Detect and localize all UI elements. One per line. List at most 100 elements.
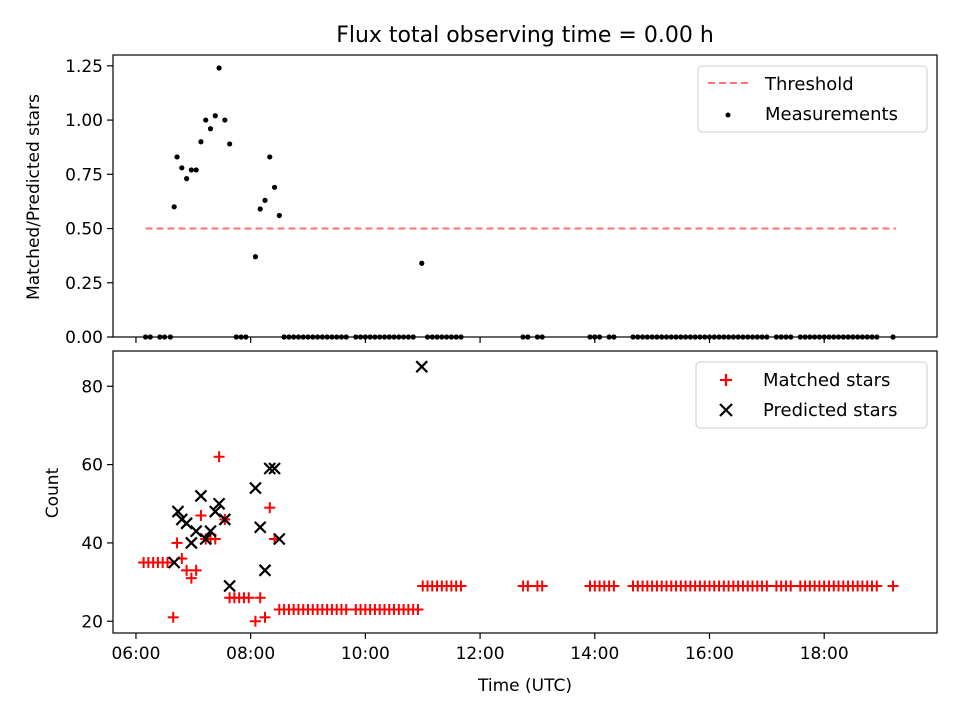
matched-star-point xyxy=(264,502,276,514)
x-tick-label: 12:00 xyxy=(456,644,505,664)
measurement-point xyxy=(271,184,278,190)
measurement-point xyxy=(188,167,194,173)
legend-measurements-swatch xyxy=(725,112,731,118)
top-plot-frame xyxy=(112,54,938,338)
legend-measurements-label: Measurements xyxy=(765,104,898,125)
bottom-y-tick-label: 80 xyxy=(81,377,103,397)
legend-threshold-label: Threshold xyxy=(764,74,854,95)
matched-star-point xyxy=(761,580,773,592)
matched-star-point xyxy=(190,564,202,576)
x-tick-label: 16:00 xyxy=(685,644,734,664)
measurement-point xyxy=(203,117,209,123)
measurement-point xyxy=(222,117,228,123)
top-y-tick-label: 0.25 xyxy=(65,274,103,294)
bottom-y-tick-label: 20 xyxy=(81,612,103,632)
predicted-star-point xyxy=(189,524,203,538)
bottom-ticks: 20 40 60 80 06:00 08:00 10:00 12:00 14:00 16:00 18… xyxy=(81,377,848,664)
predicted-star-point xyxy=(253,520,267,534)
bottom-marks xyxy=(138,360,899,627)
legend-predicted-label: Predicted stars xyxy=(763,400,897,421)
matched-star-point xyxy=(412,604,424,615)
predicted-star-point xyxy=(180,517,193,530)
chart-title: Flux total observing time = 0.00 h xyxy=(336,23,714,48)
matched-star-point xyxy=(161,557,173,568)
matched-star-point xyxy=(249,615,261,627)
measurement-point xyxy=(257,206,263,212)
bottom-plot-frame xyxy=(112,350,938,634)
legend-matched-label: Matched stars xyxy=(763,370,890,391)
predicted-star-point xyxy=(218,513,232,526)
legend-predicted-swatch xyxy=(719,403,733,417)
matched-star-point xyxy=(254,592,266,604)
matched-star-point xyxy=(536,580,548,592)
bottom-y-axis-label: Count xyxy=(43,467,63,518)
matched-star-point xyxy=(455,580,467,592)
x-tick-label: 14:00 xyxy=(570,644,619,664)
top-ticks: 0.00 0.25 0.50 0.75 1.00 1.25 xyxy=(65,57,825,348)
predicted-star-point xyxy=(273,532,286,546)
measurement-point xyxy=(198,139,204,145)
predicted-star-point xyxy=(185,536,198,550)
bottom-y-tick-label: 40 xyxy=(81,534,103,554)
x-tick-label: 10:00 xyxy=(341,644,390,664)
measurement-point xyxy=(184,176,190,182)
measurement-point xyxy=(212,113,218,119)
x-axis-label: Time (UTC) xyxy=(477,676,572,696)
matched-star-point xyxy=(340,604,352,615)
top-y-tick-label: 0.00 xyxy=(65,328,103,348)
predicted-star-point xyxy=(223,579,236,593)
predicted-star-point xyxy=(167,556,181,569)
predicted-star-point xyxy=(268,462,281,475)
matched-star-point xyxy=(243,592,255,604)
measurement-point xyxy=(216,65,222,71)
matched-star-point xyxy=(259,611,271,623)
top-y-tick-label: 1.25 xyxy=(65,57,103,77)
top-y-tick-label: 1.00 xyxy=(65,111,103,131)
predicted-star-point xyxy=(199,532,213,546)
measurement-point xyxy=(419,260,425,266)
matched-star-point xyxy=(181,564,193,576)
matched-star-point xyxy=(195,510,207,521)
measurement-point xyxy=(171,204,177,210)
predicted-star-point xyxy=(171,505,185,518)
measurement-point xyxy=(267,154,273,160)
predicted-star-point xyxy=(204,524,217,538)
matched-star-point xyxy=(871,580,883,592)
bottom-legend: Matched stars Predicted stars xyxy=(695,361,928,429)
x-tick-label: 06:00 xyxy=(111,644,160,664)
predicted-star-point xyxy=(415,360,429,373)
matched-star-point xyxy=(171,537,183,549)
measurement-point xyxy=(174,154,180,160)
matched-star-point xyxy=(608,580,620,592)
top-y-tick-label: 0.50 xyxy=(65,220,103,240)
predicted-star-point xyxy=(209,505,222,518)
measurement-point xyxy=(179,165,185,171)
bottom-legend-box xyxy=(695,361,928,429)
predicted-star-point xyxy=(263,462,277,475)
top-y-tick-label: 0.75 xyxy=(65,165,103,185)
x-tick-label: 18:00 xyxy=(800,644,849,664)
bottom-y-tick-label: 60 xyxy=(81,456,103,476)
top-y-axis-label: Matched/Predicted stars xyxy=(24,94,44,300)
measurement-point xyxy=(193,167,199,173)
measurement-point xyxy=(276,212,282,219)
top-legend: Threshold Measurements xyxy=(697,65,928,133)
matched-star-point xyxy=(522,580,534,592)
predicted-star-point xyxy=(212,497,226,511)
predicted-star-point xyxy=(249,481,262,495)
matched-star-point xyxy=(167,611,179,623)
matched-star-point xyxy=(887,580,899,592)
matched-star-point xyxy=(213,451,225,463)
measurement-point xyxy=(227,141,233,147)
x-tick-label: 08:00 xyxy=(226,644,275,664)
ratio-panel: Flux total observing time = 0.00 h Match… xyxy=(24,23,938,348)
top-legend-box xyxy=(697,65,928,133)
count-panel: Count Time (UTC) 20 40 60 80 06:00 08:00 10:00… xyxy=(43,350,938,696)
measurement-point xyxy=(262,197,268,203)
matched-star-point xyxy=(185,572,197,584)
predicted-star-point xyxy=(194,489,208,503)
predicted-star-point xyxy=(258,564,272,577)
legend-matched-swatch xyxy=(720,374,732,386)
measurement-point xyxy=(252,254,259,260)
